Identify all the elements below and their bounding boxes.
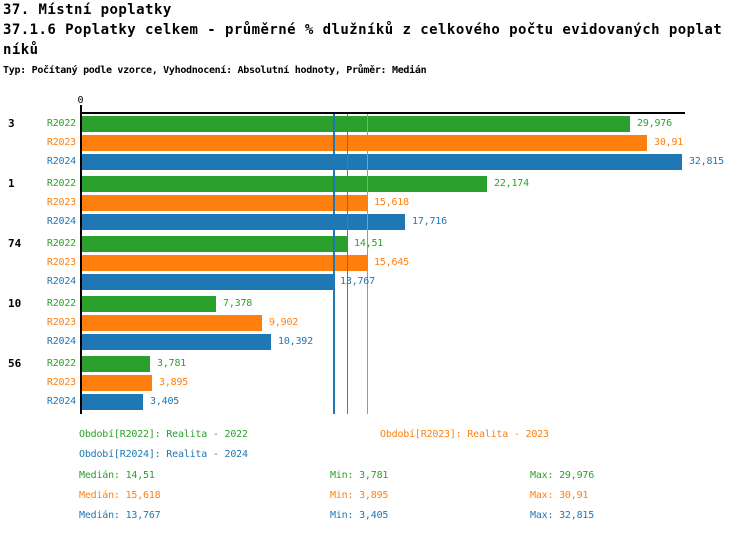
series-row-label: R2022 bbox=[46, 118, 76, 129]
bar bbox=[82, 334, 271, 350]
bar-value-label: 15,618 bbox=[374, 197, 409, 208]
legend-item: Období[R2024]: Realita - 2024 bbox=[79, 449, 248, 460]
stat-median: Medián: 15,618 bbox=[79, 490, 161, 501]
series-row-label: R2023 bbox=[46, 197, 76, 208]
stat-max: Max: 30,91 bbox=[530, 490, 589, 501]
legend-item: Období[R2022]: Realita - 2022 bbox=[79, 429, 248, 440]
bar bbox=[82, 255, 367, 271]
bar bbox=[82, 214, 405, 230]
bar bbox=[82, 154, 682, 170]
report-title: 37. Místní poplatky bbox=[3, 2, 172, 18]
series-row-label: R2022 bbox=[46, 358, 76, 369]
bar bbox=[82, 315, 262, 331]
bar-value-label: 10,392 bbox=[278, 336, 313, 347]
stat-median: Medián: 13,767 bbox=[79, 510, 161, 521]
stat-median: Medián: 14,51 bbox=[79, 470, 155, 481]
median-line bbox=[366, 114, 369, 414]
group-label: 56 bbox=[8, 357, 22, 370]
bar-value-label: 3,405 bbox=[150, 396, 180, 407]
bar-value-label: 17,716 bbox=[412, 216, 447, 227]
group-label: 10 bbox=[8, 297, 22, 310]
group-label: 3 bbox=[8, 117, 15, 130]
bar-value-label: 9,902 bbox=[269, 317, 299, 328]
bar bbox=[82, 296, 216, 312]
bar-value-label: 29,976 bbox=[637, 118, 672, 129]
x-axis-line bbox=[80, 112, 685, 114]
group-label: 1 bbox=[8, 177, 15, 190]
bar-value-label: 14,51 bbox=[354, 238, 384, 249]
legend-item: Období[R2023]: Realita - 2023 bbox=[380, 429, 549, 440]
bar-value-label: 22,174 bbox=[494, 178, 529, 189]
bar-value-label: 3,895 bbox=[159, 377, 189, 388]
series-row-label: R2024 bbox=[46, 396, 76, 407]
x-axis-tick-mark bbox=[80, 105, 82, 113]
stat-min: Min: 3,405 bbox=[330, 510, 389, 521]
x-axis-tick-label: 0 bbox=[77, 95, 84, 106]
bar bbox=[82, 394, 143, 410]
series-row-label: R2024 bbox=[46, 276, 76, 287]
series-row-label: R2023 bbox=[46, 377, 76, 388]
bar-value-label: 7,378 bbox=[223, 298, 253, 309]
report-subtitle-line-1: 37.1.6 Poplatky celkem - průměrné % dluž… bbox=[3, 22, 723, 38]
series-row-label: R2022 bbox=[46, 178, 76, 189]
bar bbox=[82, 116, 630, 132]
y-axis-line bbox=[80, 112, 82, 414]
bar-value-label: 13,767 bbox=[340, 276, 375, 287]
series-row-label: R2024 bbox=[46, 216, 76, 227]
stat-min: Min: 3,895 bbox=[330, 490, 389, 501]
series-row-label: R2023 bbox=[46, 257, 76, 268]
report-subtitle-line-2: níků bbox=[3, 42, 39, 58]
bar bbox=[82, 274, 333, 290]
bar bbox=[82, 135, 647, 151]
bar bbox=[82, 356, 150, 372]
report-meta: Typ: Počítaný podle vzorce, Vyhodnocení:… bbox=[3, 65, 427, 76]
bar-value-label: 32,815 bbox=[689, 156, 724, 167]
bar bbox=[82, 236, 347, 252]
stat-min: Min: 3,781 bbox=[330, 470, 389, 481]
bar bbox=[82, 176, 487, 192]
bar-value-label: 30,91 bbox=[654, 137, 684, 148]
bar bbox=[82, 375, 152, 391]
median-line bbox=[333, 114, 335, 414]
series-row-label: R2024 bbox=[46, 156, 76, 167]
stat-max: Max: 32,815 bbox=[530, 510, 595, 521]
bar bbox=[82, 195, 367, 211]
series-row-label: R2023 bbox=[46, 137, 76, 148]
series-row-label: R2024 bbox=[46, 336, 76, 347]
series-row-label: R2022 bbox=[46, 238, 76, 249]
group-label: 74 bbox=[8, 237, 22, 250]
bar-value-label: 3,781 bbox=[157, 358, 187, 369]
bar-value-label: 15,645 bbox=[374, 257, 409, 268]
series-row-label: R2022 bbox=[46, 298, 76, 309]
median-line bbox=[346, 114, 349, 414]
series-row-label: R2023 bbox=[46, 317, 76, 328]
stat-max: Max: 29,976 bbox=[530, 470, 595, 481]
